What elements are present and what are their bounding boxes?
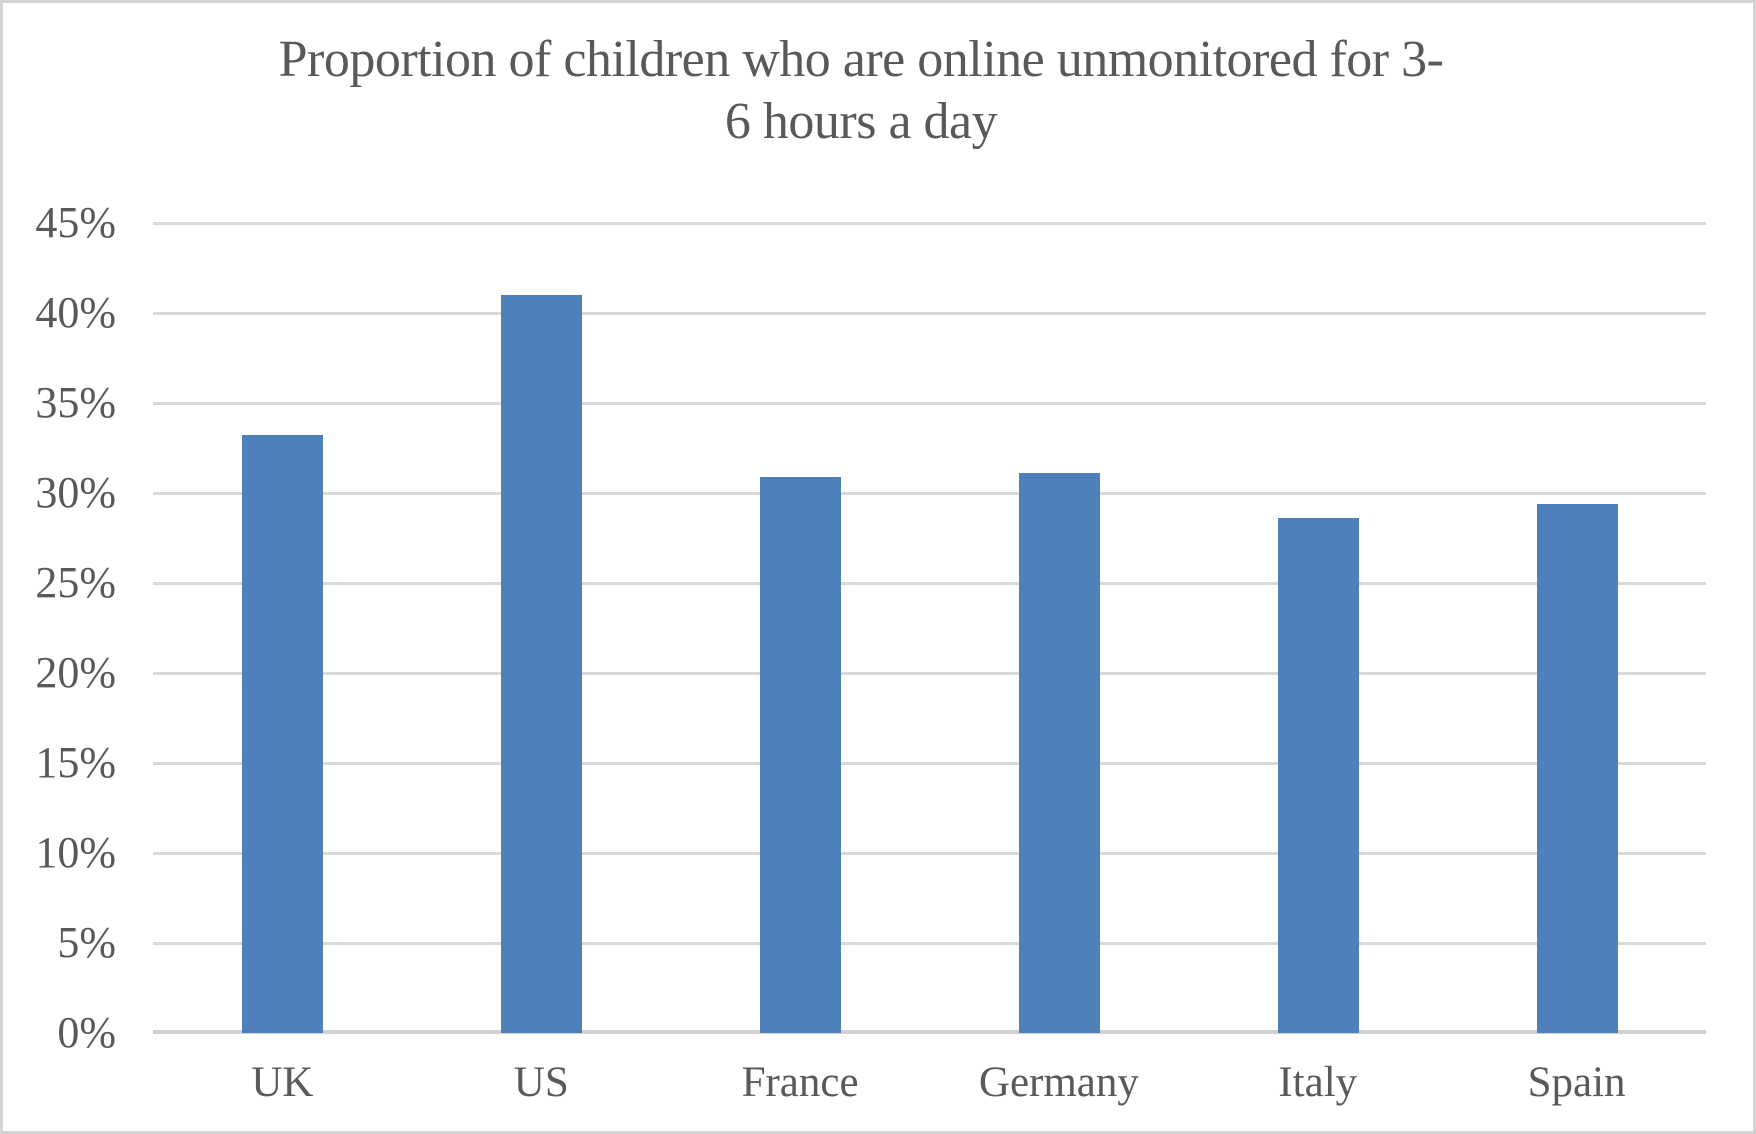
x-axis-line	[153, 1030, 1706, 1034]
bar-us	[501, 295, 583, 1033]
plot-area	[153, 222, 1706, 1034]
gridline-45	[153, 222, 1706, 225]
chart-title-line-1: Proportion of children who are online un…	[278, 31, 1444, 88]
y-tick-label-5: 5%	[57, 918, 116, 967]
x-tick-label-germany: Germany	[978, 1059, 1139, 1106]
gridline-10	[153, 852, 1706, 855]
gridline-30	[153, 492, 1706, 495]
gridline-15	[153, 762, 1706, 765]
x-axis: UK US France Germany Italy Spain	[153, 1055, 1706, 1115]
x-tick-label-france: France	[741, 1059, 859, 1106]
y-tick-label-0: 0%	[57, 1008, 116, 1057]
gridline-25	[153, 582, 1706, 585]
y-tick-label-20: 20%	[35, 648, 116, 697]
y-tick-label-35: 35%	[35, 378, 116, 427]
chart-title: Proportion of children who are online un…	[3, 29, 1719, 153]
gridline-40	[153, 312, 1706, 315]
gridline-35	[153, 402, 1706, 405]
y-tick-label-25: 25%	[35, 558, 116, 607]
bar-france	[760, 476, 842, 1033]
x-tick-label-uk: UK	[251, 1059, 314, 1106]
bar-uk	[242, 435, 324, 1033]
y-tick-label-40: 40%	[35, 288, 116, 337]
chart-title-line-2: 6 hours a day	[724, 93, 998, 150]
y-axis: 0% 5% 10% 15% 20% 25% 30% 35% 40% 45%	[3, 198, 116, 1057]
y-tick-label-15: 15%	[35, 738, 116, 787]
x-tick-label-italy: Italy	[1278, 1059, 1358, 1106]
gridline-20	[153, 672, 1706, 675]
bar-spain	[1536, 503, 1618, 1033]
bar-italy	[1277, 518, 1359, 1033]
y-tick-label-45: 45%	[35, 198, 116, 247]
y-tick-label-10: 10%	[35, 828, 116, 877]
x-tick-label-spain: Spain	[1527, 1059, 1626, 1106]
gridline-5	[153, 942, 1706, 945]
y-tick-label-30: 30%	[35, 468, 116, 517]
x-tick-label-us: US	[513, 1059, 569, 1106]
bar-germany	[1018, 473, 1100, 1033]
